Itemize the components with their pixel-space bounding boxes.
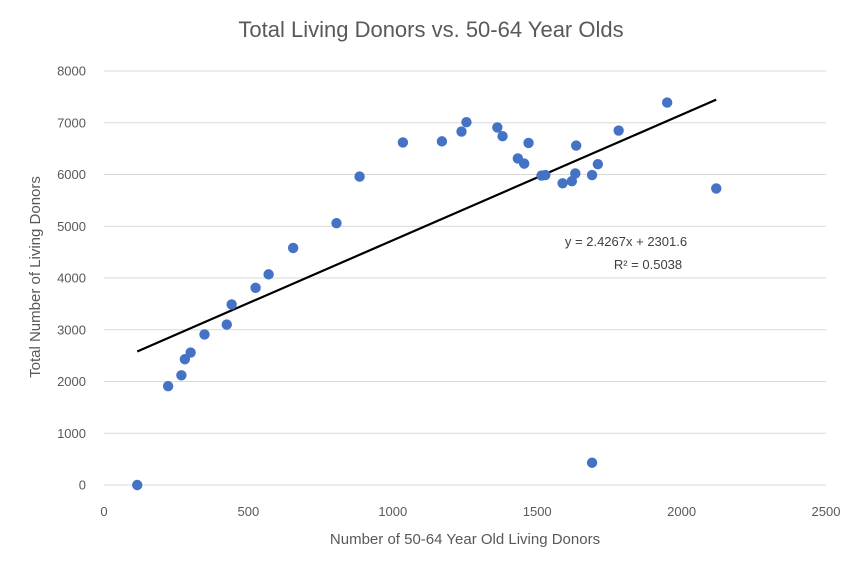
data-point bbox=[586, 457, 598, 468]
data-point bbox=[162, 380, 174, 392]
y-tick-label: 2000 bbox=[57, 374, 86, 389]
data-point bbox=[570, 168, 581, 179]
data-point bbox=[540, 169, 551, 181]
x-axis-ticks: 0 500 1000 1500 2000 2500 bbox=[100, 504, 840, 519]
data-point bbox=[436, 136, 448, 147]
data-point bbox=[250, 282, 261, 294]
data-point bbox=[557, 178, 568, 189]
data-point bbox=[592, 158, 604, 170]
data-point bbox=[456, 126, 467, 137]
x-tick-label: 0 bbox=[100, 504, 107, 519]
y-tick-label: 4000 bbox=[57, 271, 86, 286]
data-point bbox=[221, 319, 232, 330]
data-point bbox=[613, 125, 624, 136]
trendline bbox=[136, 98, 717, 353]
data-point bbox=[497, 131, 508, 142]
data-point bbox=[519, 158, 530, 169]
trendline-r-squared: R² = 0.5038 bbox=[614, 257, 682, 272]
chart-title: Total Living Donors vs. 50-64 Year Olds bbox=[238, 17, 623, 42]
y-axis-title: Total Number of Living Donors bbox=[27, 176, 44, 378]
x-axis-title: Number of 50-64 Year Old Living Donors bbox=[330, 531, 600, 548]
x-tick-label: 2500 bbox=[812, 504, 841, 519]
data-point bbox=[185, 347, 196, 358]
data-point bbox=[287, 242, 299, 254]
data-point bbox=[661, 97, 673, 108]
data-point bbox=[586, 169, 598, 181]
data-point bbox=[354, 171, 365, 182]
data-point bbox=[492, 122, 503, 133]
y-tick-label: 7000 bbox=[57, 115, 86, 130]
data-point bbox=[570, 140, 582, 151]
y-tick-label: 3000 bbox=[57, 322, 86, 337]
y-tick-label: 5000 bbox=[57, 219, 86, 234]
data-point bbox=[199, 329, 210, 340]
data-point bbox=[226, 299, 237, 310]
x-tick-label: 2000 bbox=[667, 504, 696, 519]
trendline-group bbox=[136, 98, 717, 353]
data-point bbox=[523, 137, 534, 149]
data-point bbox=[397, 137, 409, 148]
gridlines bbox=[104, 70, 826, 486]
data-point bbox=[176, 370, 187, 381]
data-point bbox=[263, 269, 274, 280]
data-point bbox=[461, 117, 472, 128]
data-point bbox=[331, 217, 342, 229]
data-point bbox=[711, 183, 722, 194]
data-points bbox=[132, 97, 722, 491]
y-tick-label: 0 bbox=[79, 478, 86, 493]
x-tick-label: 1000 bbox=[378, 504, 407, 519]
y-axis-ticks: 0 1000 2000 3000 4000 5000 6000 7000 8000 bbox=[57, 64, 86, 493]
data-point bbox=[179, 354, 191, 365]
y-tick-label: 6000 bbox=[57, 167, 86, 182]
y-tick-label: 1000 bbox=[57, 426, 86, 441]
data-point bbox=[566, 176, 578, 187]
data-point bbox=[132, 479, 143, 491]
trendline-equation: y = 2.4267x + 2301.6 bbox=[565, 234, 687, 249]
y-tick-label: 8000 bbox=[57, 64, 86, 79]
x-tick-label: 1500 bbox=[523, 504, 552, 519]
x-tick-label: 500 bbox=[238, 504, 260, 519]
